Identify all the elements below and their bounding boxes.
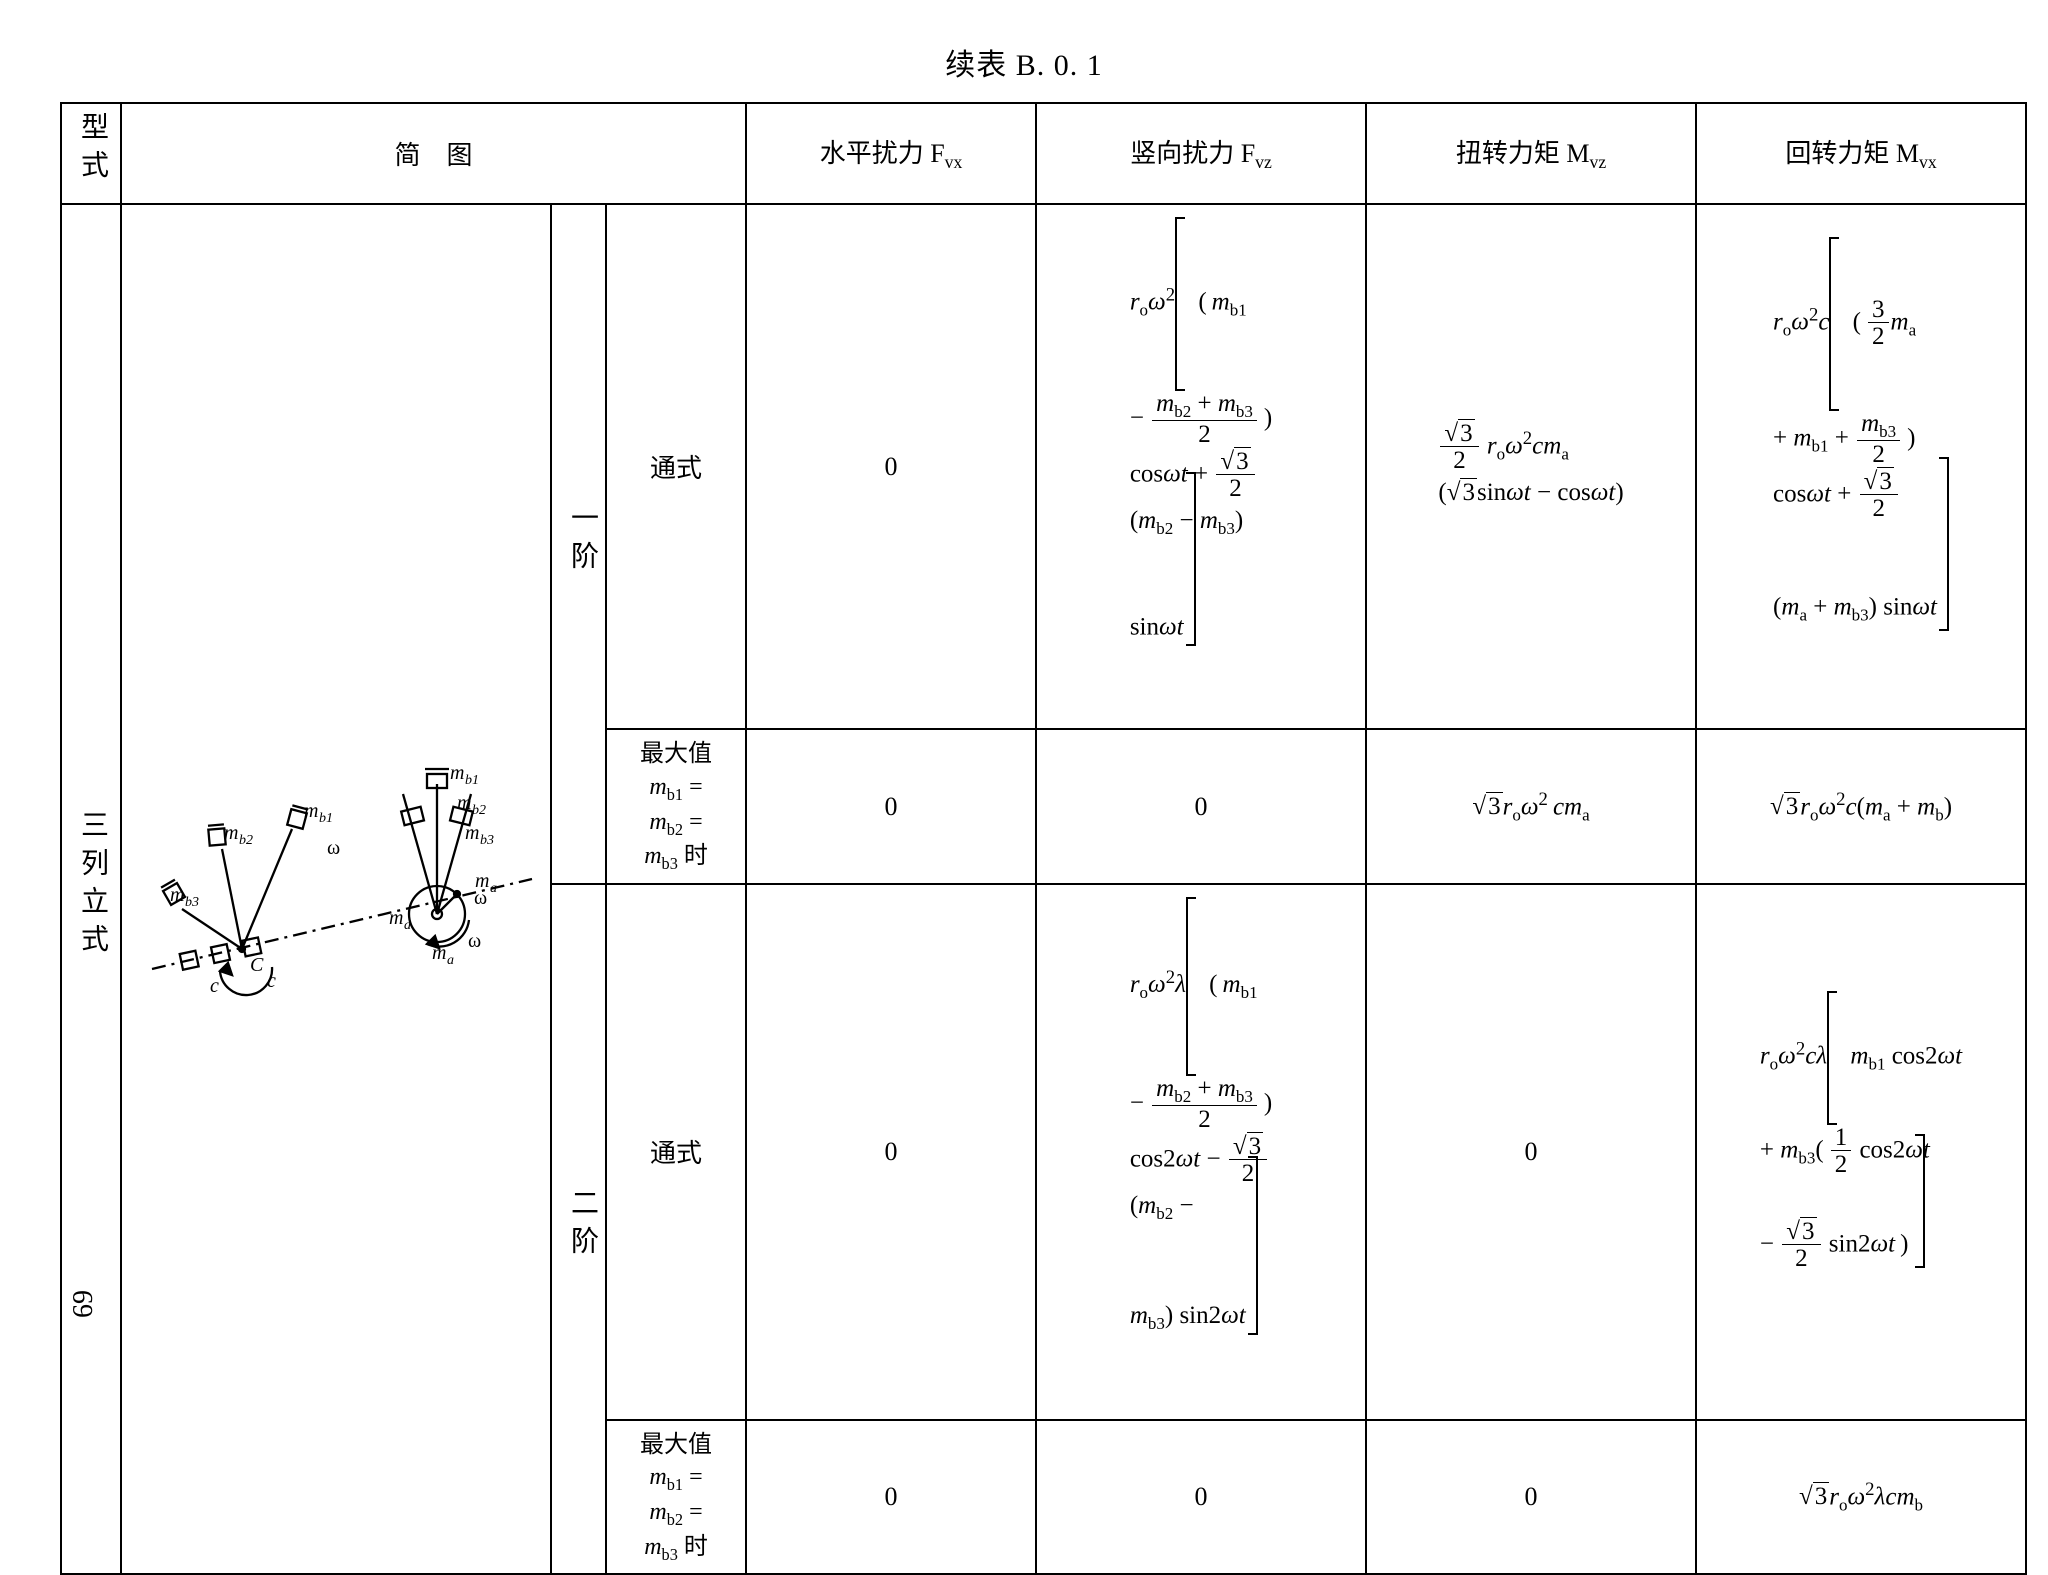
mb3-sub-1: b3 xyxy=(662,854,678,873)
order2-label: 二阶 xyxy=(551,884,606,1574)
eq-4: = xyxy=(683,1499,703,1525)
col-diagram: 简 图 xyxy=(121,103,746,204)
max-label-1: 最大值 xyxy=(640,741,712,767)
o1g-mvx: roω2c ( 32ma + mb1 + mb32 ) cosωt + 32 (… xyxy=(1696,204,2026,729)
mvz-label: 扭转力矩 M xyxy=(1456,139,1590,168)
fvx-sub: vx xyxy=(945,153,963,173)
svg-text:b2: b2 xyxy=(239,833,253,848)
svg-text:C: C xyxy=(250,954,264,976)
o1m-fvz: 0 xyxy=(1036,729,1366,884)
o1g-fvz: roω2 ( mb1 − mb2 + mb32 ) cosωt + 32 (mb… xyxy=(1036,204,1366,729)
order2-general-label: 通式 xyxy=(606,884,746,1419)
svg-text:b3: b3 xyxy=(480,833,494,848)
svg-text:b1: b1 xyxy=(319,811,333,826)
svg-text:m: m xyxy=(389,907,403,929)
mechanism-diagram: mb1 mb2 mb3 mb1 mb2 mb3 ma ma ω ω ω C c … xyxy=(132,709,540,1069)
mvz-sub: vz xyxy=(1590,153,1607,173)
svg-text:m: m xyxy=(450,762,464,784)
main-table: 型式 简 图 水平扰力 Fvx 竖向扰力 Fvz 扭转力矩 Mvz 回转力矩 M… xyxy=(60,102,2027,1575)
col-mvz: 扭转力矩 Mvz xyxy=(1366,103,1696,204)
svg-text:m: m xyxy=(432,942,446,964)
page-title: 续表 B. 0. 1 xyxy=(60,40,1988,84)
o1m-mvx: 3roω2c(ma + mb) xyxy=(1696,729,2026,884)
svg-text:b3: b3 xyxy=(185,895,199,910)
o2m-fvz: 0 xyxy=(1036,1420,1366,1575)
svg-text:a: a xyxy=(490,881,497,896)
mb2-sub-1: b2 xyxy=(667,819,683,838)
fvx-label: 水平扰力 F xyxy=(820,139,945,168)
mvx-sub: vx xyxy=(1919,153,1937,173)
o1g-fvx: 0 xyxy=(746,204,1036,729)
o2m-fvx: 0 xyxy=(746,1420,1036,1575)
mb1-sub-1: b1 xyxy=(667,785,683,804)
o1-max-label: 最大值 mb1 = mb2 = mb3 时 xyxy=(606,729,746,884)
diagram-svg: mb1 mb2 mb3 mb1 mb2 mb3 ma ma ω ω ω C c … xyxy=(132,709,552,1069)
o1m-mvz: 3roω2 cma xyxy=(1366,729,1696,884)
order1-text: 一阶 xyxy=(562,503,602,579)
col-type-label: 型式 xyxy=(72,112,112,188)
col-type: 型式 xyxy=(61,103,121,204)
svg-text:a: a xyxy=(404,918,411,933)
mb2-sub-2: b2 xyxy=(667,1510,683,1529)
m-sym-3: m xyxy=(644,843,661,869)
eq-2: = xyxy=(683,809,703,835)
o1g-mvz: 32 roω2cma (3sinωt − cosωt) xyxy=(1366,204,1696,729)
m-sym-5: m xyxy=(649,1499,666,1525)
svg-text:ω: ω xyxy=(468,930,481,952)
col-mvx: 回转力矩 Mvx xyxy=(1696,103,2026,204)
o2g-mvz: 0 xyxy=(1366,884,1696,1419)
col-fvx: 水平扰力 Fvx xyxy=(746,103,1036,204)
mvx-label: 回转力矩 M xyxy=(1785,139,1919,168)
eq-3: = xyxy=(683,1464,703,1490)
order1-general-label: 通式 xyxy=(606,204,746,729)
row-order1-general: 三列立式 xyxy=(61,204,2026,729)
m-sym-1: m xyxy=(649,774,666,800)
svg-text:m: m xyxy=(304,800,318,822)
m-sym-4: m xyxy=(649,1464,666,1490)
table-header-row: 型式 简 图 水平扰力 Fvx 竖向扰力 Fvz 扭转力矩 Mvz 回转力矩 M… xyxy=(61,103,2026,204)
tail-2: 时 xyxy=(678,1534,708,1560)
o2m-mvz: 0 xyxy=(1366,1420,1696,1575)
max-label-2: 最大值 xyxy=(640,1432,712,1458)
svg-text:b2: b2 xyxy=(472,803,486,818)
o2-max-label: 最大值 mb1 = mb2 = mb3 时 xyxy=(606,1420,746,1575)
o2g-fvx: 0 xyxy=(746,884,1036,1419)
o1m-fvx: 0 xyxy=(746,729,1036,884)
fvz-sub: vz xyxy=(1255,153,1272,173)
svg-text:b1: b1 xyxy=(465,773,479,788)
diagram-cell: mb1 mb2 mb3 mb1 mb2 mb3 ma ma ω ω ω C c … xyxy=(121,204,551,1574)
mb1-sub-2: b1 xyxy=(667,1475,683,1494)
mb3-sub-2: b3 xyxy=(662,1544,678,1563)
svg-text:ω: ω xyxy=(327,837,340,859)
m-sym-6: m xyxy=(644,1534,661,1560)
svg-text:m: m xyxy=(457,792,471,814)
order2-text: 二阶 xyxy=(562,1188,602,1264)
tail-1: 时 xyxy=(678,843,708,869)
o2g-fvz: roω2λ ( mb1 − mb2 + mb32 ) cos2ωt − 32 (… xyxy=(1036,884,1366,1419)
svg-text:c: c xyxy=(267,970,276,992)
m-sym-2: m xyxy=(649,809,666,835)
order1-label: 一阶 xyxy=(551,204,606,884)
svg-text:c: c xyxy=(210,975,219,997)
col-fvz: 竖向扰力 Fvz xyxy=(1036,103,1366,204)
svg-text:m: m xyxy=(170,884,184,906)
svg-text:m: m xyxy=(224,822,238,844)
rowtype-cell: 三列立式 xyxy=(61,204,121,1574)
o2m-mvx: 3roω2λcmb xyxy=(1696,1420,2026,1575)
o2g-mvx: roω2cλ mb1 cos2ωt + mb3( 12 cos2ωt − 32 … xyxy=(1696,884,2026,1419)
fvz-label: 竖向扰力 F xyxy=(1130,139,1255,168)
page-number: 69 xyxy=(68,1290,100,1318)
svg-text:a: a xyxy=(447,953,454,968)
svg-text:m: m xyxy=(465,822,479,844)
svg-text:ω: ω xyxy=(474,887,487,909)
eq-1: = xyxy=(683,774,703,800)
rowtype-label: 三列立式 xyxy=(72,810,112,962)
